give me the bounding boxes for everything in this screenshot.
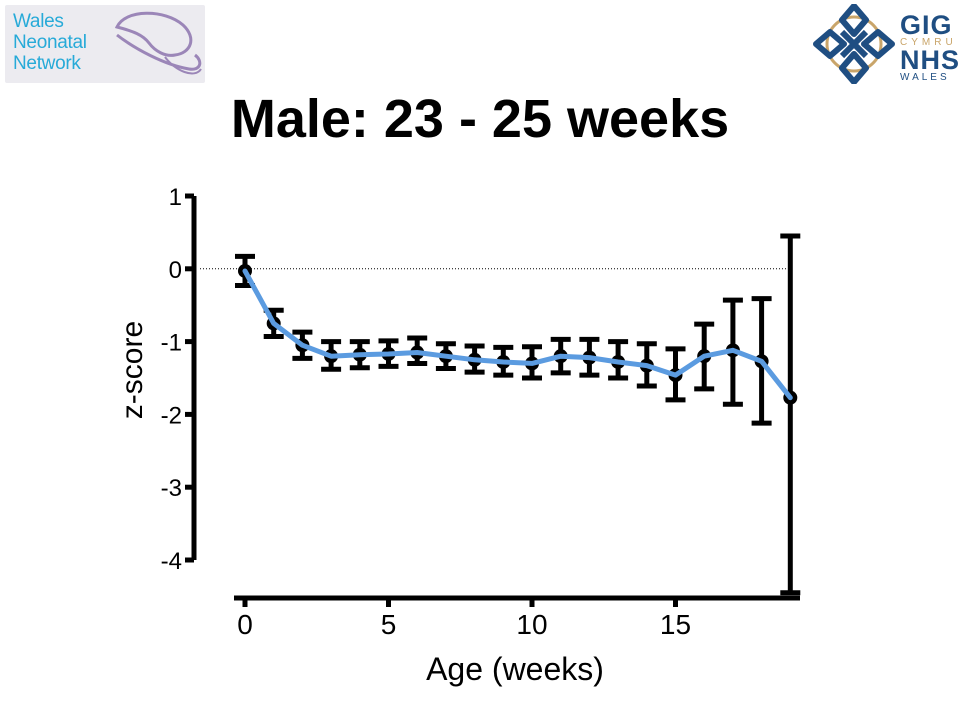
error-bar: [780, 233, 801, 596]
x-axis-title: Age (weeks): [426, 651, 604, 687]
nhs-wales-logo: GIG CYMRU NHS WALES: [812, 3, 960, 85]
y-tick-label: 0: [169, 257, 182, 284]
logo-wales-text: WALES: [900, 72, 950, 83]
logo-line-2: Neonatal: [13, 32, 87, 53]
logo-line-1: Wales: [13, 11, 64, 32]
x-tick-label: 0: [237, 609, 253, 640]
y-tick-label: 1: [169, 184, 182, 211]
swirl-icon: [114, 11, 202, 75]
x-tick-label: 15: [660, 609, 691, 640]
y-tick-label: -2: [161, 402, 182, 429]
logo-nhs-text: NHS: [900, 45, 960, 75]
chart-title: Male: 23 - 25 weeks: [230, 89, 730, 149]
logo-gig-text: GIG: [900, 10, 953, 40]
celtic-knot-icon: [813, 3, 895, 85]
y-tick-label: -1: [161, 330, 182, 357]
y-tick-label: -4: [161, 548, 182, 575]
series-line: [242, 268, 793, 401]
y-axis-title: z-score: [116, 321, 149, 419]
y-tick-label: -3: [161, 475, 182, 502]
wales-neonatal-network-logo: Wales Neonatal Network: [5, 5, 205, 83]
logo-cymru-text: CYMRU: [900, 37, 957, 48]
logo-line-3: Network: [13, 53, 81, 74]
x-tick-label: 5: [381, 609, 397, 640]
x-tick-label: 10: [516, 609, 547, 640]
